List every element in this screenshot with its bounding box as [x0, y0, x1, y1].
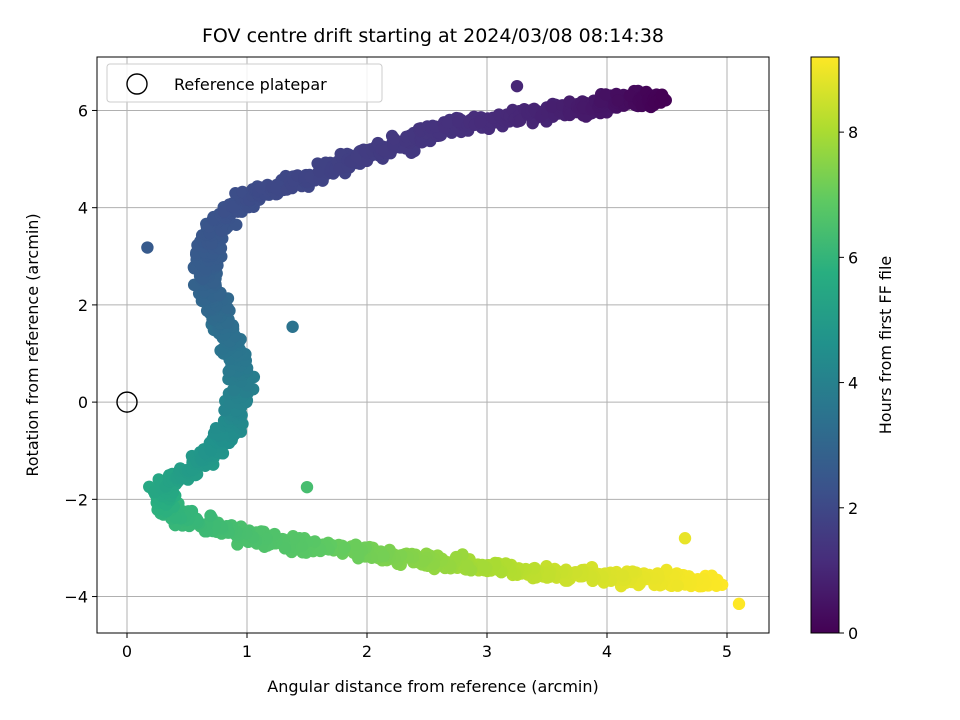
data-point [287, 532, 301, 545]
colorbar-tick-label: 8 [848, 123, 858, 142]
legend-marker-reference [126, 73, 148, 95]
y-axis: −4 −2 0 2 4 6 [64, 101, 97, 607]
y-axis-label: Rotation from reference (arcmin) [23, 213, 42, 476]
x-tick-label: 1 [242, 642, 252, 661]
colorbar-tick-label: 0 [848, 624, 858, 643]
data-point [474, 116, 487, 129]
legend-box [106, 63, 383, 103]
colorbar: 0 2 4 6 8 Hours from first FF file [810, 56, 895, 643]
data-point [227, 200, 241, 214]
colorbar-gradient [810, 56, 840, 634]
data-point [338, 541, 351, 554]
data-point [599, 88, 612, 101]
y-tick-label: 2 [78, 296, 88, 315]
colorbar-tick-label: 2 [848, 499, 858, 518]
data-point [678, 532, 692, 545]
x-tick-label: 3 [482, 642, 492, 661]
data-points [141, 79, 746, 611]
data-point [352, 552, 365, 565]
reference-platepar-marker [116, 391, 138, 413]
data-point [300, 480, 314, 494]
y-tick-label: −4 [64, 588, 88, 607]
data-point [510, 79, 524, 93]
data-point [441, 116, 455, 129]
data-point [286, 320, 299, 333]
legend: Reference platepar [106, 63, 383, 103]
data-point [461, 559, 474, 572]
data-point [476, 558, 489, 572]
y-tick-label: 4 [78, 199, 88, 218]
chart-title: FOV centre drift starting at 2024/03/08 … [202, 25, 664, 47]
x-tick-label: 2 [362, 642, 372, 661]
y-tick-label: 0 [78, 393, 88, 412]
x-tick-label: 5 [722, 642, 732, 661]
data-point [377, 549, 390, 563]
legend-entry-reference: Reference platepar [174, 75, 327, 94]
data-point [204, 509, 217, 522]
x-tick-label: 0 [122, 642, 132, 661]
y-tick-label: −2 [64, 490, 88, 509]
colorbar-ticks: 0 2 4 6 8 [839, 123, 858, 643]
colorbar-label: Hours from first FF file [876, 256, 895, 435]
colorbar-tick-label: 4 [848, 374, 858, 393]
data-point [569, 566, 583, 579]
data-point [616, 569, 630, 582]
data-point [626, 565, 639, 578]
plot-frame [96, 56, 770, 634]
y-tick-label: 6 [78, 101, 88, 120]
data-point [732, 597, 746, 611]
data-point [278, 542, 292, 555]
x-axis-label: Angular distance from reference (arcmin) [267, 677, 598, 696]
data-point [141, 241, 154, 254]
colorbar-tick-label: 6 [848, 248, 858, 267]
data-point [227, 383, 241, 397]
data-point [611, 94, 625, 107]
x-tick-label: 4 [602, 642, 612, 661]
data-point [671, 579, 684, 592]
data-point [545, 100, 558, 113]
x-axis: 0 1 2 3 4 5 [122, 633, 732, 661]
data-point [655, 88, 669, 101]
data-point [349, 538, 362, 551]
data-point [387, 132, 401, 145]
